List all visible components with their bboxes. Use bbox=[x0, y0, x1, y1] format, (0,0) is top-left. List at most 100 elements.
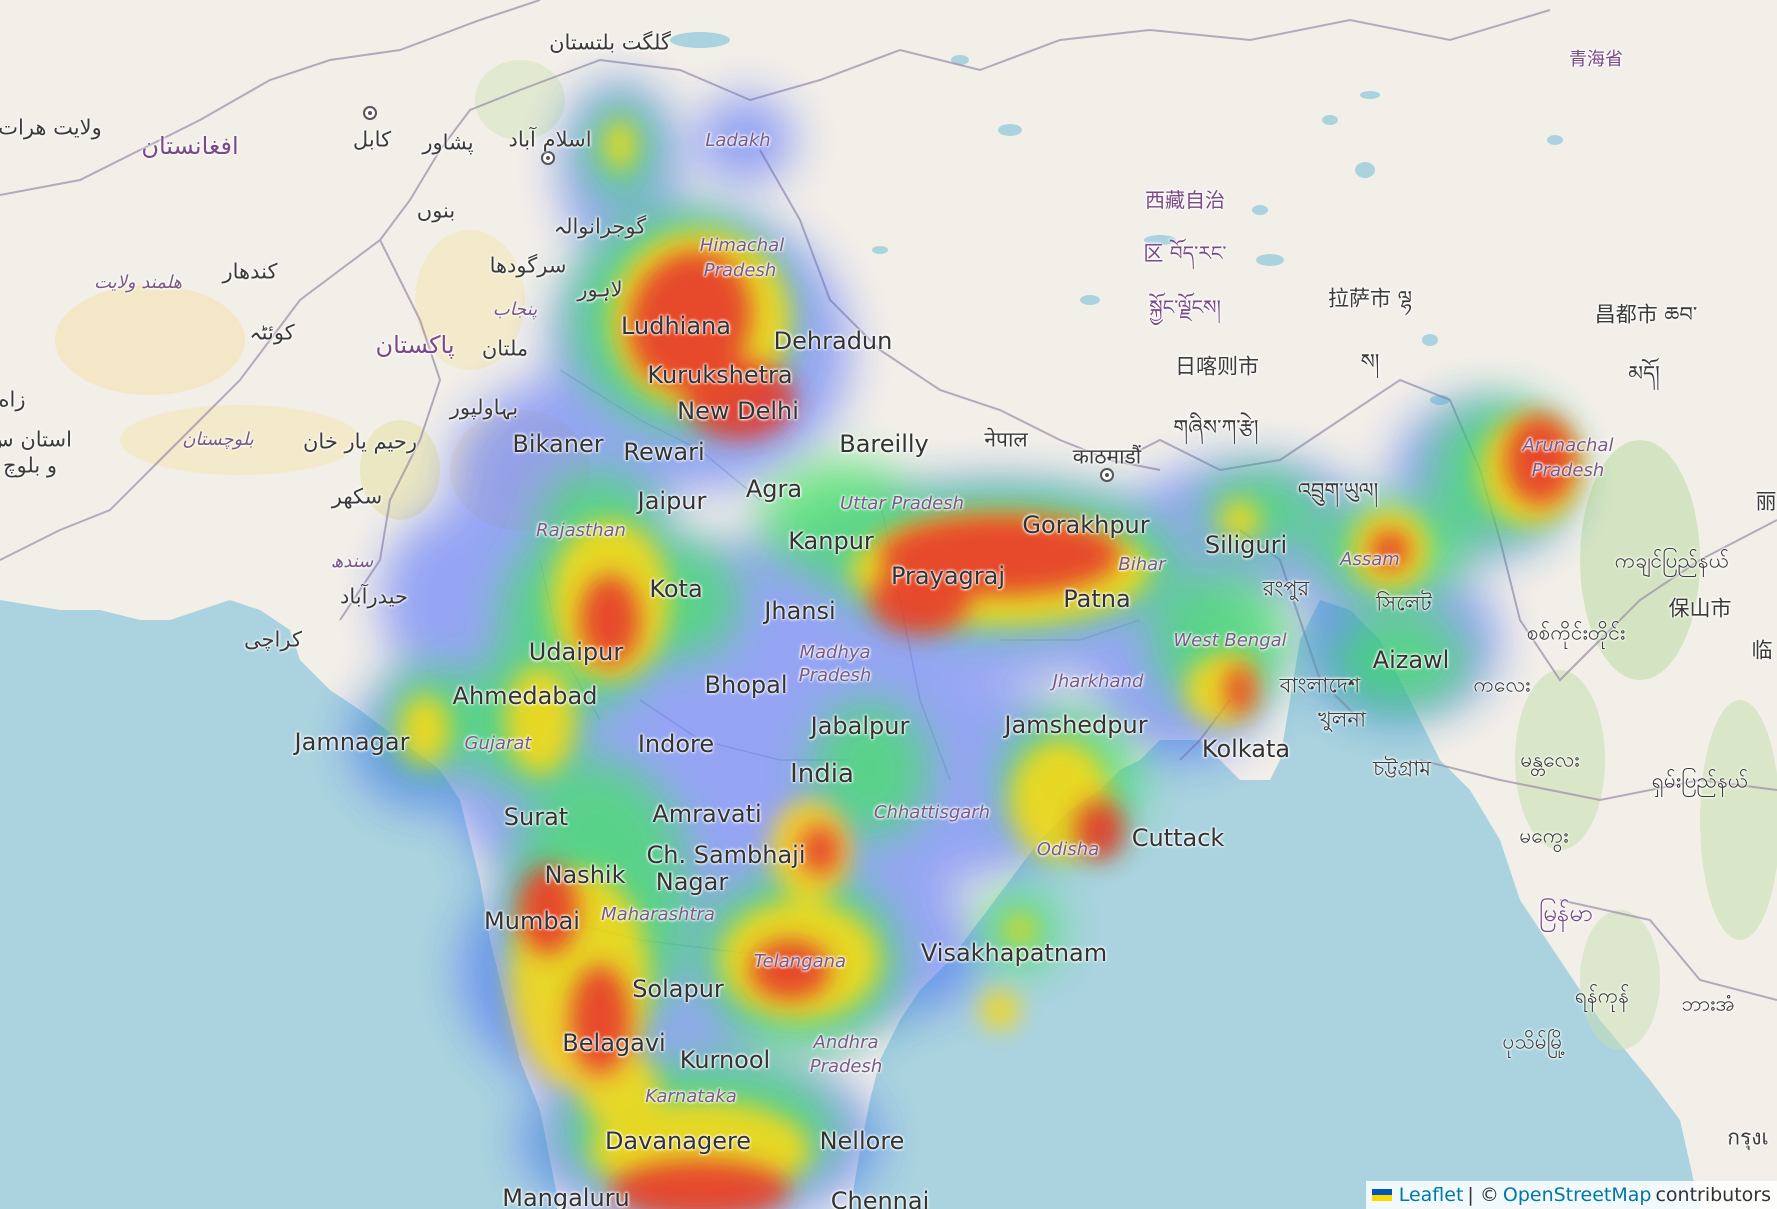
label-zahedan: زاه bbox=[0, 387, 26, 412]
capital-marker bbox=[363, 106, 377, 120]
label-karnataka: Karnataka bbox=[645, 1086, 737, 1107]
label-andhra: Andhra bbox=[813, 1032, 879, 1053]
label-udaipur: Udaipur bbox=[528, 638, 624, 666]
label-punjab-pk: پنجاب bbox=[492, 299, 538, 320]
label-chattogram: চট্টগ্রাম bbox=[1372, 756, 1432, 781]
label-siliguri: Siliguri bbox=[1204, 531, 1288, 559]
label-lhasa: 拉萨市 ལྷ bbox=[1327, 286, 1413, 311]
label-gilgit: گلگت بلتستان bbox=[549, 30, 671, 55]
label-shigatse: 日喀则市 bbox=[1175, 354, 1259, 379]
label-maharashtra: Maharashtra bbox=[601, 904, 715, 925]
label-surat: Surat bbox=[503, 803, 569, 831]
label-islamabad: اسلام آباد bbox=[508, 127, 592, 152]
label-shigatse-tib: གཞིས་ཀ་རྩེ། bbox=[1173, 415, 1259, 440]
label-quetta: کوئٹہ bbox=[249, 320, 295, 345]
label-bhopal: Bhopal bbox=[704, 671, 788, 699]
label-hyderabad-pk: حیدرآباد bbox=[340, 584, 408, 609]
label-kale: ကလေး bbox=[1473, 672, 1531, 697]
label-tibet-3: སྐྱོང་ལྗོངས། bbox=[1149, 295, 1221, 319]
label-assam: Assam bbox=[1340, 549, 1400, 570]
label-odisha: Odisha bbox=[1036, 839, 1100, 860]
label-telangana: Telangana bbox=[753, 951, 847, 972]
label-kota: Kota bbox=[649, 575, 703, 603]
label-bihar: Bihar bbox=[1118, 554, 1166, 575]
desert-patch bbox=[415, 230, 525, 370]
label-kandahar: کندھار bbox=[222, 259, 278, 284]
label-karachi: کراچی bbox=[244, 627, 302, 652]
label-baoshan: 保山市 bbox=[1668, 596, 1732, 621]
label-new-delhi: New Delhi bbox=[677, 397, 799, 425]
label-jabalpur: Jabalpur bbox=[810, 712, 910, 740]
label-herat: ولایت هرات bbox=[0, 115, 102, 140]
label-gujarat: Gujarat bbox=[464, 733, 532, 754]
label-indore: Indore bbox=[637, 730, 715, 758]
attribution-suffix: contributors bbox=[1655, 1184, 1771, 1206]
label-lahore: لاہور bbox=[577, 277, 623, 302]
label-sambhaji-1: Ch. Sambhaji bbox=[646, 841, 806, 869]
osm-link[interactable]: OpenStreetMap bbox=[1502, 1184, 1652, 1206]
label-lincang: 临 bbox=[1751, 638, 1773, 663]
desert-patch bbox=[360, 420, 440, 520]
capital-marker bbox=[1100, 468, 1114, 482]
label-himachal: Himachal bbox=[699, 235, 785, 256]
label-tibet-1: 西藏自治 bbox=[1145, 188, 1225, 212]
label-tibet-2: 区 བོད་རང་ bbox=[1143, 241, 1227, 265]
label-nellore: Nellore bbox=[819, 1127, 905, 1155]
label-bagan: ဘားအံ bbox=[1681, 991, 1735, 1016]
map-attribution: Leaflet | © OpenStreetMap contributors bbox=[1365, 1181, 1777, 1209]
label-bikaner: Bikaner bbox=[512, 430, 604, 458]
desert-patch bbox=[55, 285, 245, 395]
label-chennai: Chennai bbox=[830, 1187, 930, 1209]
label-sukkur: سکھر bbox=[331, 484, 383, 509]
label-lhasa-2: ས། bbox=[1360, 349, 1380, 374]
label-mangaluru: Mangaluru bbox=[502, 1184, 630, 1209]
forest-patch bbox=[1700, 700, 1777, 940]
label-rewari: Rewari bbox=[623, 438, 705, 466]
label-jamnagar: Jamnagar bbox=[294, 728, 410, 756]
label-rangpur: রংপুর bbox=[1262, 576, 1310, 601]
label-solapur: Solapur bbox=[632, 975, 724, 1003]
label-pakistan: پاکستان bbox=[375, 331, 455, 359]
label-kanpur: Kanpur bbox=[788, 527, 874, 555]
label-sindh: سندھ bbox=[330, 551, 374, 572]
label-bangladesh: বাংলাদেশ bbox=[1279, 673, 1361, 698]
label-jharkhand: Jharkhand bbox=[1052, 671, 1144, 692]
label-chhattisgarh: Chhattisgarh bbox=[873, 802, 991, 823]
label-myanmar: မြန်မာ bbox=[1539, 899, 1593, 927]
label-belagavi: Belagavi bbox=[562, 1029, 666, 1057]
label-cuttack: Cuttack bbox=[1131, 824, 1225, 852]
label-kurnool: Kurnool bbox=[679, 1046, 771, 1074]
forest-patch bbox=[1580, 910, 1660, 1050]
label-mumbai: Mumbai bbox=[484, 907, 580, 935]
label-balochistan-pk: بلوچستان bbox=[182, 429, 254, 450]
label-patna: Patna bbox=[1063, 585, 1131, 613]
label-jamshedpur: Jamshedpur bbox=[1004, 711, 1148, 739]
label-ahmedabad: Ahmedabad bbox=[452, 682, 598, 710]
label-andhra-pradesh: Pradesh bbox=[809, 1056, 883, 1077]
label-sylhet: সিলেট bbox=[1376, 591, 1432, 616]
label-amravati: Amravati bbox=[652, 800, 762, 828]
label-madhya-pradesh: Pradesh bbox=[798, 665, 872, 686]
label-west-bengal: West Bengal bbox=[1173, 630, 1287, 651]
label-multan: ملتان bbox=[481, 336, 529, 361]
label-khulna: খুলনা bbox=[1317, 707, 1367, 732]
label-helmand: هلمند ولایت bbox=[93, 272, 183, 293]
label-sargodha: سرگودھا bbox=[489, 253, 567, 278]
label-pathein: ပုသိမ်မြို့ bbox=[1502, 1029, 1566, 1054]
desert-patch bbox=[120, 405, 360, 475]
capital-marker bbox=[541, 151, 555, 165]
label-jaipur: Jaipur bbox=[637, 487, 707, 515]
label-balochistan-ir-1: استان س bbox=[0, 427, 72, 452]
leaflet-link[interactable]: Leaflet bbox=[1398, 1184, 1464, 1206]
forest-patch bbox=[1515, 670, 1605, 850]
label-afghanistan: افغانستان bbox=[141, 132, 239, 160]
label-kabul: کابل bbox=[352, 127, 392, 152]
label-himachal-pradesh: Pradesh bbox=[703, 260, 777, 281]
label-nepal: नेपाल bbox=[984, 427, 1028, 452]
label-bareilly: Bareilly bbox=[839, 430, 929, 458]
label-india: India bbox=[790, 759, 854, 789]
label-shan: ရှမ်းပြည်နယ် bbox=[1651, 768, 1749, 793]
label-madhya: Madhya bbox=[799, 642, 871, 663]
label-visakhapatnam: Visakhapatnam bbox=[920, 939, 1108, 967]
